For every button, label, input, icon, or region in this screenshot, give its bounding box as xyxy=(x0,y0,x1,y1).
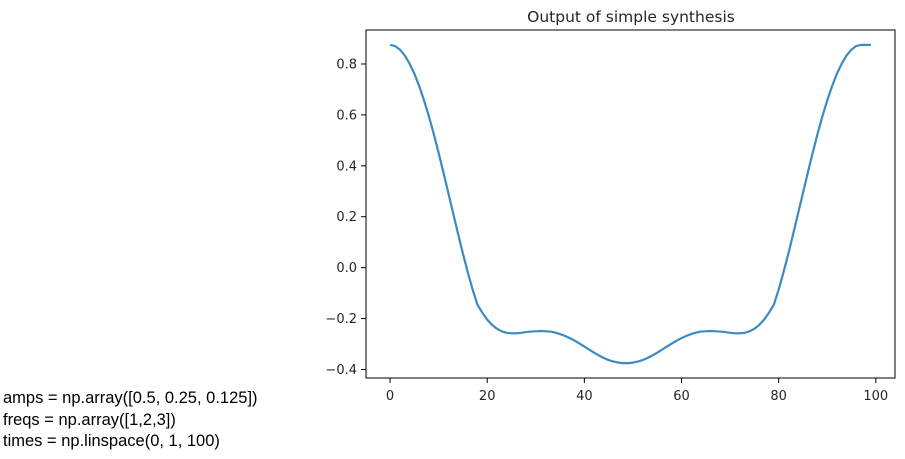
x-tick-label: 100 xyxy=(863,389,888,404)
chart-title: Output of simple synthesis xyxy=(527,8,735,26)
code-line-amps: amps = np.array([0.5, 0.25, 0.125]) xyxy=(3,389,258,407)
x-tick-label: 80 xyxy=(770,389,787,404)
plot-area xyxy=(389,43,871,365)
x-tick-label: 60 xyxy=(673,389,690,404)
y-tick-label: 0.4 xyxy=(336,159,357,174)
code-snippet: amps = np.array([0.5, 0.25, 0.125]) freq… xyxy=(3,388,258,453)
y-tick-label: −0.4 xyxy=(325,363,357,378)
series-line-0 xyxy=(389,43,871,365)
code-line-freqs: freqs = np.array([1,2,3]) xyxy=(3,410,176,429)
y-tick-label: −0.2 xyxy=(325,312,357,327)
y-tick-label: 0.0 xyxy=(336,261,357,276)
x-axis: 0 20 40 60 80 100 xyxy=(386,378,888,404)
y-tick-label: 0.6 xyxy=(336,108,357,123)
x-tick-label: 20 xyxy=(479,389,496,404)
y-tick-label: 0.2 xyxy=(336,210,357,225)
plot-frame xyxy=(365,29,896,379)
y-tick-label: 0.8 xyxy=(336,57,357,72)
y-axis: −0.4 −0.2 0.0 0.2 0.4 0.6 0.8 xyxy=(325,57,366,378)
x-tick-label: 0 xyxy=(386,389,394,404)
code-line-times: times = np.linspace(0, 1, 100) xyxy=(3,432,220,450)
x-tick-label: 40 xyxy=(576,389,593,404)
